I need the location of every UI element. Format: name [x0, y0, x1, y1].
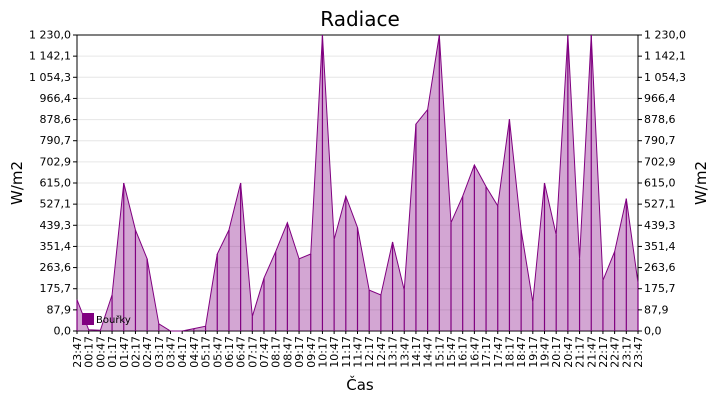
x-tick-label: 13:17 [387, 336, 400, 368]
x-tick-label: 16:17 [457, 336, 470, 368]
y-tick-label-left: 527,1 [40, 198, 72, 211]
y-tick-label-left: 790,7 [40, 134, 72, 147]
y-axis-label-left: W/m2 [8, 161, 26, 205]
x-tick-label: 13:47 [398, 336, 411, 368]
y-tick-label-right: 351,4 [644, 240, 676, 253]
x-tick-label: 14:47 [422, 336, 435, 368]
x-tick-label: 18:47 [515, 336, 528, 368]
y-tick-label-left: 1 142,1 [29, 50, 71, 63]
x-tick-label: 21:17 [574, 336, 587, 368]
y-tick-label-left: 87,9 [47, 303, 72, 316]
y-tick-label-left: 1 054,3 [29, 71, 71, 84]
y-tick-label-right: 790,7 [644, 134, 676, 147]
x-tick-label: 05:17 [200, 336, 213, 368]
y-tick-label-left: 878,6 [40, 113, 72, 126]
y-tick-label-left: 175,7 [40, 282, 72, 295]
x-tick-label: 10:47 [328, 336, 341, 368]
x-tick-label: 02:17 [129, 336, 142, 368]
y-tick-label-right: 878,6 [644, 113, 676, 126]
y-tick-label-right: 527,1 [644, 198, 676, 211]
legend-label: Bouřky [96, 314, 131, 326]
x-tick-label: 09:47 [305, 336, 318, 368]
x-tick-label: 07:17 [246, 336, 259, 368]
x-tick-label: 23:47 [632, 336, 645, 368]
y-tick-label-right: 615,0 [644, 177, 676, 190]
x-tick-label: 01:47 [118, 336, 131, 368]
x-tick-label: 15:17 [433, 336, 446, 368]
y-tick-label-right: 175,7 [644, 282, 676, 295]
x-tick-label: 09:17 [293, 336, 306, 368]
x-tick-label: 00:47 [94, 336, 107, 368]
y-tick-label-left: 702,9 [40, 155, 72, 168]
y-tick-label-right: 0,0 [644, 325, 662, 338]
y-tick-label-left: 966,4 [40, 92, 72, 105]
series-area [76, 34, 639, 332]
x-tick-label: 12:47 [375, 336, 388, 368]
y-tick-label-left: 351,4 [40, 240, 72, 253]
x-tick-label: 07:47 [258, 336, 271, 368]
x-tick-label: 23:17 [620, 336, 633, 368]
x-tick-label: 14:17 [410, 336, 423, 368]
y-tick-label-right: 439,3 [644, 219, 676, 232]
x-tick-label: 04:47 [188, 336, 201, 368]
x-tick-label: 08:47 [281, 336, 294, 368]
y-tick-label-left: 1 230,0 [29, 29, 71, 42]
y-tick-label-left: 263,6 [40, 261, 72, 274]
x-tick-label: 17:17 [480, 336, 493, 368]
x-tick-label: 11:17 [340, 336, 353, 368]
y-tick-label-right: 1 054,3 [644, 71, 686, 84]
x-tick-label: 03:17 [153, 336, 166, 368]
y-axis-label-right: W/m2 [692, 161, 710, 205]
x-tick-label: 21:47 [585, 336, 598, 368]
y-axis-left: 0,0 87,9 175,7 263,6 351,4 439,3 527,1 615,0 702… [29, 29, 77, 338]
x-tick-label: 02:47 [141, 336, 154, 368]
x-tick-label: 17:47 [492, 336, 505, 368]
x-tick-label: 06:17 [223, 336, 236, 368]
y-axis-right: 0,0 87,9 175,7 263,6 351,4 439,3 527,1 615,0 702… [638, 29, 686, 338]
y-tick-label-left: 439,3 [40, 219, 72, 232]
y-tick-label-right: 87,9 [644, 303, 669, 316]
x-tick-label: 22:47 [609, 336, 622, 368]
gridlines [77, 55, 638, 311]
x-tick-label: 22:17 [597, 336, 610, 368]
x-tick-label: 04:17 [176, 336, 189, 368]
x-tick-label: 05:47 [211, 336, 224, 368]
x-tick-label: 03:47 [165, 336, 178, 368]
x-tick-label: 18:17 [503, 336, 516, 368]
x-tick-label: 10:17 [316, 336, 329, 368]
y-tick-label-right: 966,4 [644, 92, 676, 105]
x-tick-label: 23:47 [71, 336, 84, 368]
x-tick-label: 08:17 [270, 336, 283, 368]
y-tick-label-right: 1 230,0 [644, 29, 686, 42]
y-tick-label-right: 263,6 [644, 261, 676, 274]
y-tick-label-left: 615,0 [40, 177, 72, 190]
chart-title: Radiace [320, 7, 400, 31]
x-tick-label: 06:47 [235, 336, 248, 368]
x-axis-label: Čas [346, 375, 374, 394]
legend: Bouřky [82, 313, 131, 326]
x-tick-label: 20:17 [550, 336, 563, 368]
x-tick-label: 11:47 [352, 336, 365, 368]
legend-swatch [82, 313, 94, 325]
x-tick-label: 00:17 [83, 336, 96, 368]
y-tick-label-right: 702,9 [644, 155, 676, 168]
x-axis: 23:4700:1700:4701:1701:4702:1702:4703:17… [71, 331, 645, 368]
x-tick-label: 16:47 [468, 336, 481, 368]
x-tick-label: 20:47 [562, 336, 575, 368]
x-tick-label: 01:17 [106, 336, 119, 368]
x-tick-label: 15:47 [445, 336, 458, 368]
x-tick-label: 19:47 [539, 336, 552, 368]
y-tick-label-left: 0,0 [54, 325, 72, 338]
x-tick-label: 12:17 [363, 336, 376, 368]
y-tick-label-right: 1 142,1 [644, 50, 686, 63]
x-tick-label: 19:17 [527, 336, 540, 368]
